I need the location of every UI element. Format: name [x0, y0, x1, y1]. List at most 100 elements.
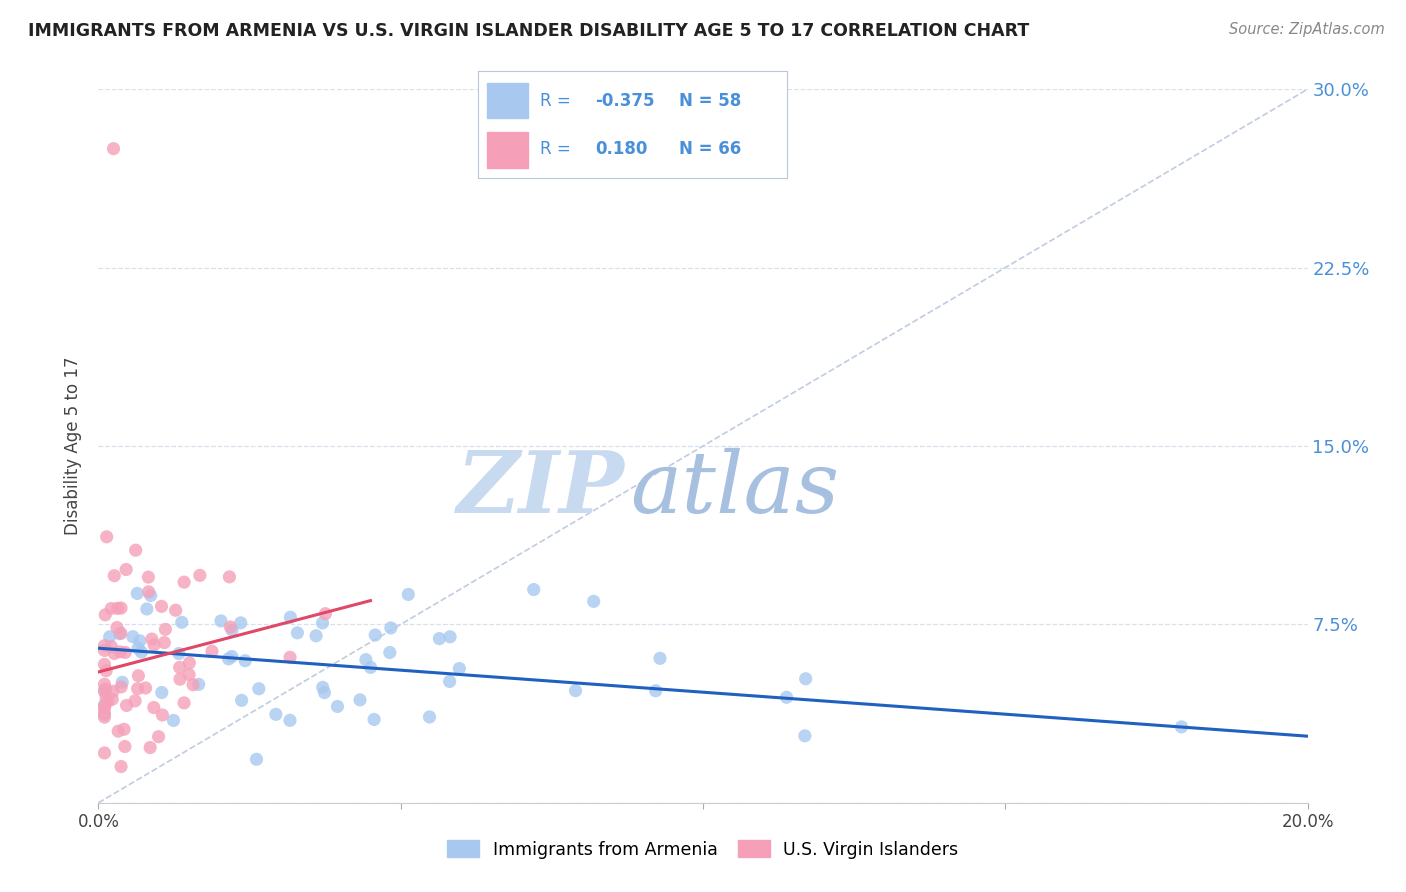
Point — [141, 632, 163, 646]
Point — [121, 630, 143, 644]
Point — [152, 708, 174, 723]
Point — [96, 530, 118, 544]
Point — [173, 575, 195, 590]
Point — [278, 650, 301, 665]
Point — [378, 646, 401, 660]
Point — [794, 672, 817, 686]
Point — [245, 752, 267, 766]
Point — [354, 653, 377, 667]
Point — [153, 635, 176, 649]
Point — [349, 693, 371, 707]
Point — [793, 729, 815, 743]
Point — [169, 660, 191, 674]
Point — [138, 584, 160, 599]
Point — [98, 630, 121, 644]
Point — [167, 647, 190, 661]
Text: 0.180: 0.180 — [596, 141, 648, 159]
Point — [107, 724, 129, 739]
Point — [124, 543, 146, 558]
Text: ZIP: ZIP — [457, 447, 624, 531]
Point — [127, 586, 149, 600]
Point — [326, 699, 349, 714]
Point — [105, 621, 128, 635]
Point — [93, 677, 115, 691]
Point — [311, 615, 333, 630]
Point — [264, 707, 287, 722]
Point — [93, 746, 115, 760]
Point — [287, 625, 309, 640]
Point — [155, 623, 177, 637]
Point — [173, 696, 195, 710]
Point — [439, 674, 461, 689]
Point — [314, 685, 336, 699]
Point — [101, 684, 124, 698]
Point — [427, 632, 450, 646]
Bar — [488, 132, 527, 168]
Point — [127, 669, 149, 683]
Point — [280, 610, 302, 624]
Point — [107, 601, 129, 615]
Point — [103, 142, 125, 156]
Point — [165, 603, 187, 617]
Point — [360, 660, 382, 674]
Point — [1170, 720, 1192, 734]
Point — [135, 681, 157, 695]
Point — [100, 601, 122, 615]
Point — [150, 599, 173, 614]
Text: N = 66: N = 66 — [679, 141, 741, 159]
Point — [124, 694, 146, 708]
Point — [231, 693, 253, 707]
Point — [129, 633, 152, 648]
Point — [110, 680, 132, 694]
Point — [93, 707, 115, 722]
Point — [93, 683, 115, 698]
Point — [170, 615, 193, 630]
Point — [115, 562, 138, 576]
Point — [582, 594, 605, 608]
Point — [100, 640, 122, 654]
Point — [96, 664, 118, 678]
Point — [139, 589, 162, 603]
Text: R =: R = — [540, 141, 571, 159]
Point — [150, 685, 173, 699]
Text: IMMIGRANTS FROM ARMENIA VS U.S. VIRGIN ISLANDER DISABILITY AGE 5 TO 17 CORRELATI: IMMIGRANTS FROM ARMENIA VS U.S. VIRGIN I… — [28, 22, 1029, 40]
Point — [169, 672, 191, 686]
Point — [564, 683, 586, 698]
Point — [218, 570, 240, 584]
Point — [775, 690, 797, 705]
Point — [138, 570, 160, 584]
Point — [177, 667, 200, 681]
Point — [93, 639, 115, 653]
Point — [418, 710, 440, 724]
Point — [114, 645, 136, 659]
Point — [93, 701, 115, 715]
Point — [449, 661, 471, 675]
Legend: Immigrants from Armenia, U.S. Virgin Islanders: Immigrants from Armenia, U.S. Virgin Isl… — [440, 833, 966, 865]
Point — [218, 652, 240, 666]
Point — [648, 651, 671, 665]
Point — [131, 645, 153, 659]
Point — [644, 683, 666, 698]
Point — [162, 714, 184, 728]
Point — [93, 657, 115, 672]
Point — [187, 677, 209, 691]
Point — [110, 759, 132, 773]
Y-axis label: Disability Age 5 to 17: Disability Age 5 to 17 — [65, 357, 83, 535]
Point — [278, 714, 301, 728]
Point — [363, 713, 385, 727]
Point — [314, 607, 336, 621]
Point — [364, 628, 387, 642]
Point — [188, 568, 211, 582]
Point — [312, 681, 335, 695]
Point — [114, 739, 136, 754]
Point — [101, 692, 124, 706]
Point — [221, 623, 243, 637]
Point — [93, 643, 115, 657]
Point — [94, 607, 117, 622]
Text: -0.375: -0.375 — [596, 93, 655, 111]
Point — [115, 698, 138, 713]
Point — [139, 740, 162, 755]
Point — [93, 698, 115, 712]
Point — [93, 706, 115, 721]
Point — [127, 641, 149, 656]
